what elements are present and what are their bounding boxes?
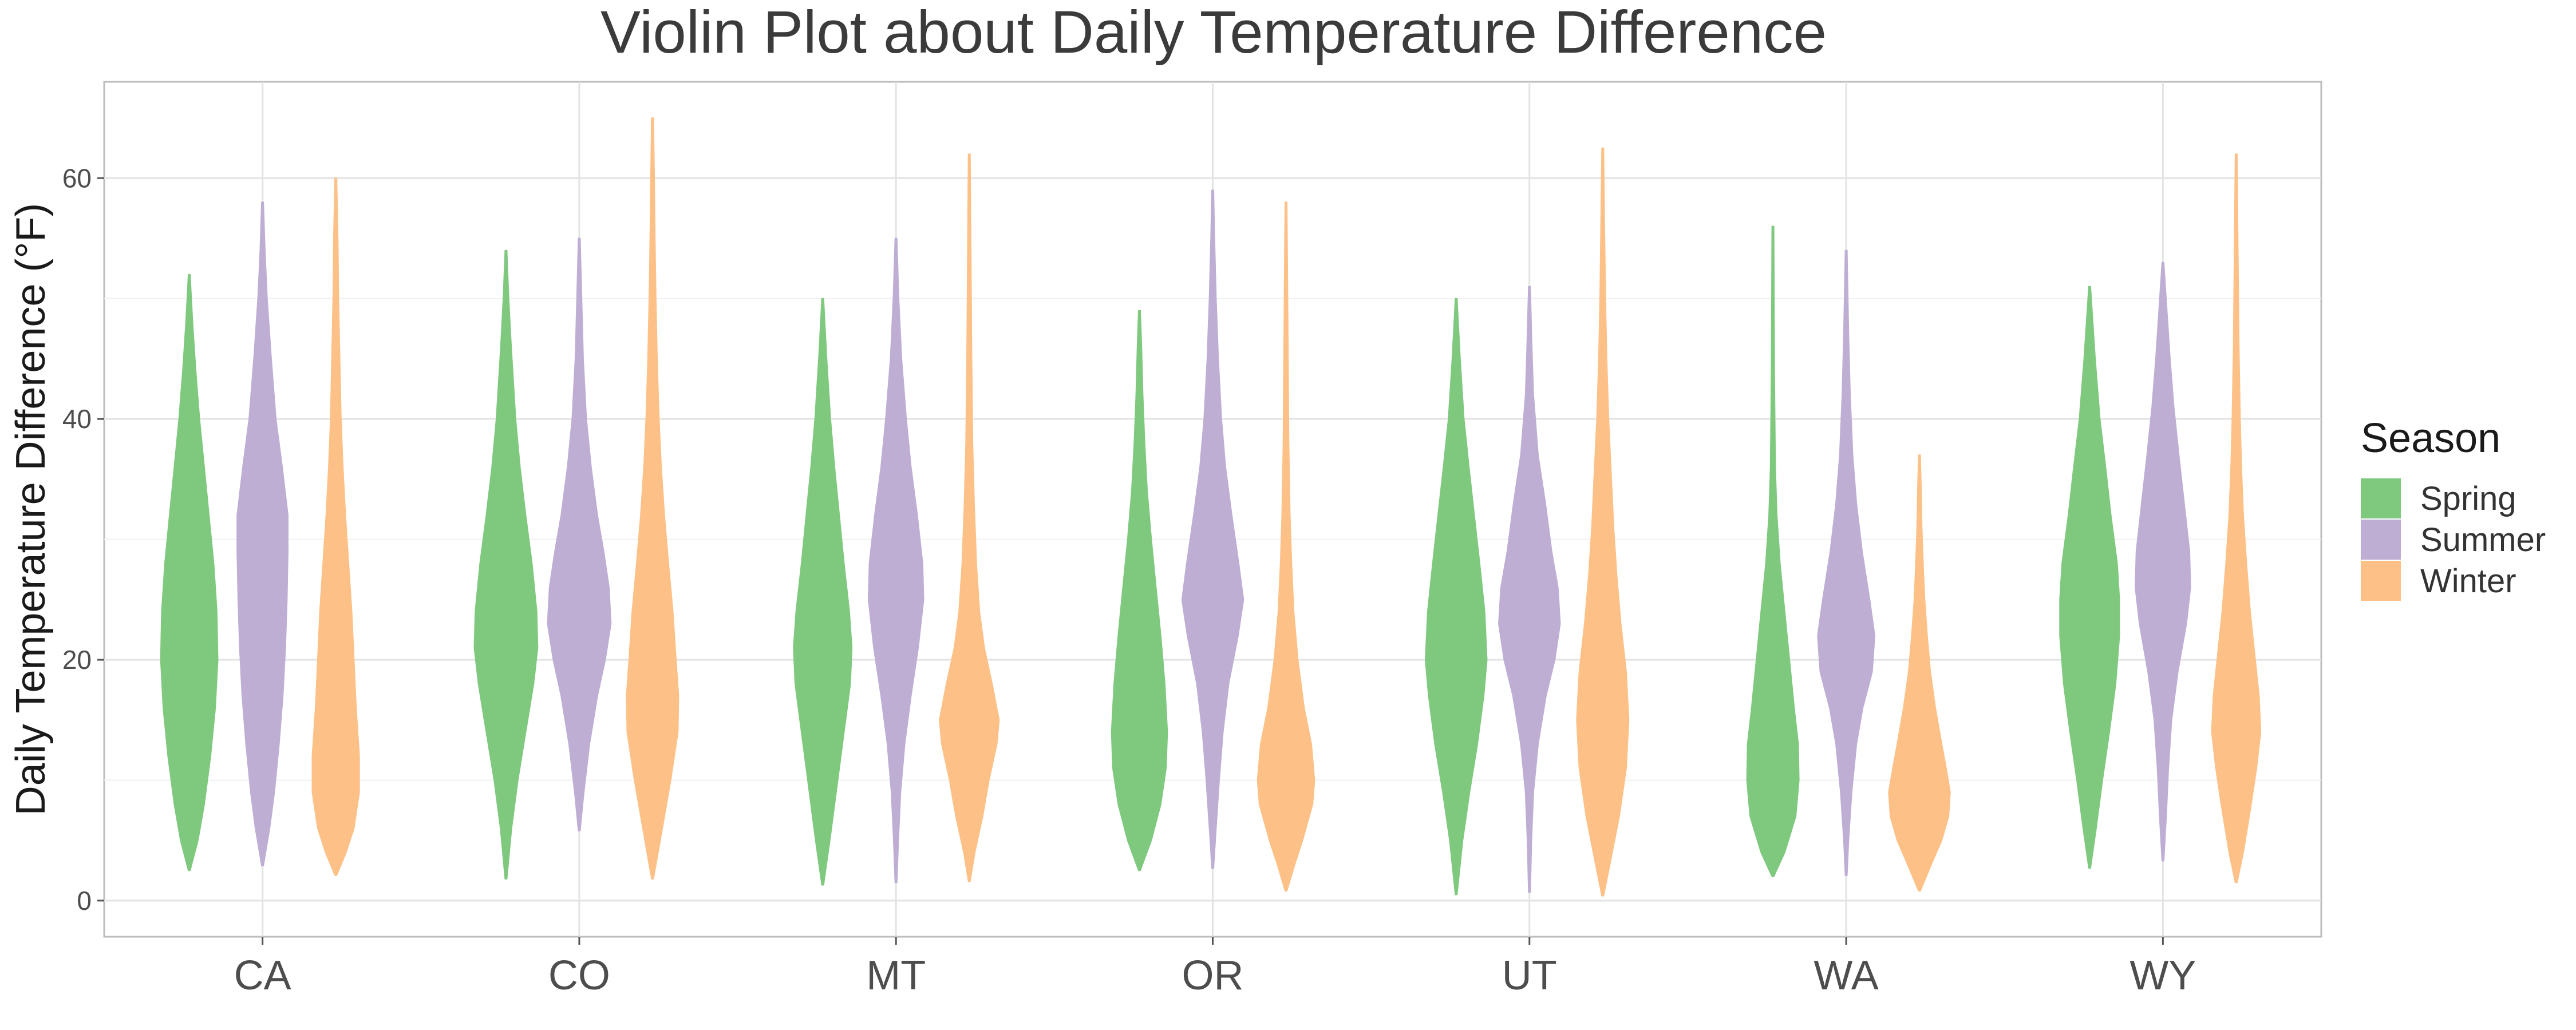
violin-winter-ut bbox=[1576, 147, 1630, 897]
legend-key-winter bbox=[2361, 561, 2401, 601]
x-tick-label: WA bbox=[1814, 953, 1878, 999]
x-axis-ticks: CA CO MT OR UT WA WY bbox=[234, 937, 2196, 999]
violin-summer-co bbox=[547, 237, 612, 831]
y-axis-label: Daily Temperature Difference (°F) bbox=[8, 203, 54, 816]
violin-spring-mt bbox=[793, 298, 853, 886]
x-tick-label: WY bbox=[2129, 953, 2196, 999]
violin-summer-ca bbox=[236, 201, 289, 866]
x-tick-label: OR bbox=[1182, 953, 1244, 999]
chart-title: Violin Plot about Daily Temperature Diff… bbox=[600, 0, 1827, 66]
violin-winter-ca bbox=[311, 177, 360, 876]
violin-spring-wa bbox=[1746, 225, 1800, 877]
y-tick-label: 60 bbox=[62, 163, 92, 193]
y-tick-label: 20 bbox=[62, 645, 92, 675]
violins bbox=[160, 117, 2262, 897]
violin-summer-wa bbox=[1817, 249, 1875, 876]
legend-label-winter: Winter bbox=[2420, 562, 2516, 600]
legend-key-summer bbox=[2361, 520, 2401, 560]
y-tick-label: 0 bbox=[77, 886, 92, 916]
legend-title: Season bbox=[2361, 415, 2500, 461]
violin-summer-ut bbox=[1498, 286, 1561, 893]
violin-summer-wy bbox=[2135, 262, 2191, 862]
violin-winter-or bbox=[1257, 201, 1315, 892]
violin-winter-wa bbox=[1888, 454, 1951, 892]
legend-label-summer: Summer bbox=[2420, 521, 2546, 558]
x-tick-label: CO bbox=[548, 953, 610, 999]
legend-label-spring: Spring bbox=[2420, 480, 2516, 517]
y-tick-label: 40 bbox=[62, 404, 92, 434]
violin-winter-wy bbox=[2211, 153, 2262, 884]
violin-spring-ut bbox=[1425, 298, 1488, 896]
legend-key-spring bbox=[2361, 478, 2401, 518]
violin-spring-co bbox=[473, 249, 539, 880]
x-tick-label: UT bbox=[1502, 953, 1557, 999]
violin-spring-ca bbox=[160, 274, 219, 871]
legend: Season Spring Summer Winter bbox=[2361, 415, 2546, 601]
violin-spring-wy bbox=[2059, 286, 2120, 869]
y-axis-ticks: 0 20 40 60 bbox=[62, 163, 104, 916]
violin-spring-or bbox=[1111, 310, 1168, 871]
violin-winter-mt bbox=[939, 153, 1000, 882]
violin-summer-mt bbox=[868, 237, 924, 884]
violin-winter-co bbox=[626, 117, 679, 880]
x-tick-label: MT bbox=[866, 953, 926, 999]
violin-summer-or bbox=[1181, 189, 1244, 869]
x-tick-label: CA bbox=[234, 953, 291, 999]
